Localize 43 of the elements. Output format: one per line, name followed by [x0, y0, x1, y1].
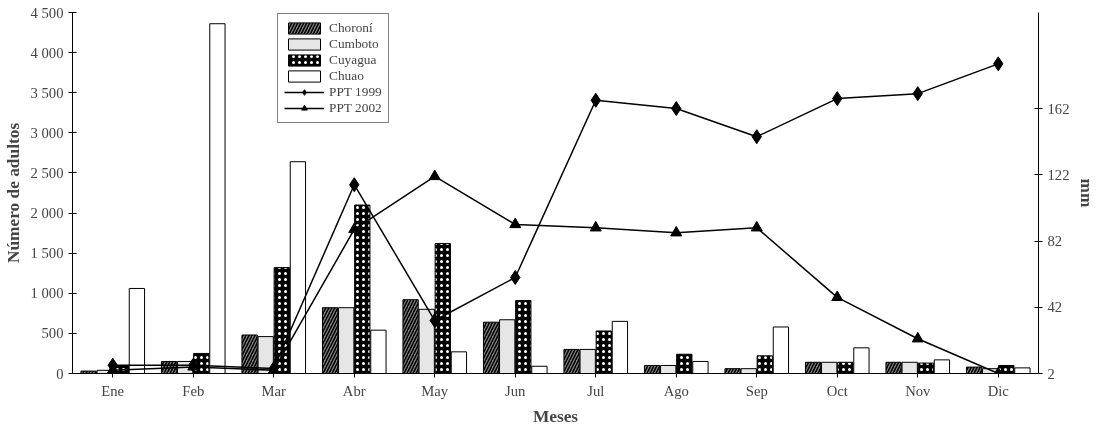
x-tick-label: Feb: [182, 382, 205, 399]
point: [589, 220, 602, 232]
y2-tick-label: 122: [1047, 166, 1070, 183]
legend-label: Cumboto: [329, 36, 379, 52]
y2-tick-label: 42: [1047, 299, 1063, 316]
y2-tick-label: 162: [1047, 100, 1070, 117]
legend-label: Cuyagua: [329, 52, 377, 68]
point: [428, 169, 441, 181]
y-tick-label: 0: [56, 365, 64, 382]
y-tick-label: 2 500: [30, 164, 64, 181]
point: [750, 220, 763, 232]
x-tick-label: Oct: [826, 382, 848, 399]
legend-label: Choroní: [329, 20, 373, 36]
x-axis-title: Meses: [532, 406, 579, 426]
point: [670, 225, 683, 237]
y2-axis-title: mm: [1077, 178, 1097, 208]
x-tick-label: Jun: [505, 382, 527, 399]
point: [911, 331, 924, 343]
x-tick-label: Nov: [905, 382, 932, 399]
y-tick-label: 3 000: [30, 124, 64, 141]
y2-tick-label: 82: [1047, 233, 1063, 250]
x-tick-label: Ene: [101, 382, 125, 399]
y-tick-label: 1 500: [30, 245, 64, 262]
x-tick-label: May: [421, 382, 449, 399]
y-tick-label: 3 500: [30, 84, 64, 101]
legend-label: PPT 1999: [329, 84, 382, 100]
y-tick-label: 2 000: [30, 205, 64, 222]
x-tick-label: Ago: [663, 382, 689, 399]
x-tick-label: Jul: [587, 382, 605, 399]
point: [509, 217, 522, 229]
x-tick-label: Dic: [987, 382, 1010, 399]
y-tick-label: 4 500: [30, 4, 64, 21]
x-tick-label: Sep: [745, 382, 768, 399]
legend-label: Chuao: [329, 68, 364, 84]
x-tick-label: Abr: [342, 382, 366, 399]
legend-label: PPT 2002: [329, 100, 382, 116]
y-tick-label: 4 000: [30, 44, 64, 61]
y-tick-label: 500: [41, 325, 64, 342]
y2-tick-label: 2: [1047, 365, 1055, 382]
y-axis-title: Número de adultos: [3, 122, 23, 264]
x-tick-label: Mar: [261, 382, 287, 399]
y-tick-label: 1 000: [30, 285, 64, 302]
point: [831, 290, 844, 301]
